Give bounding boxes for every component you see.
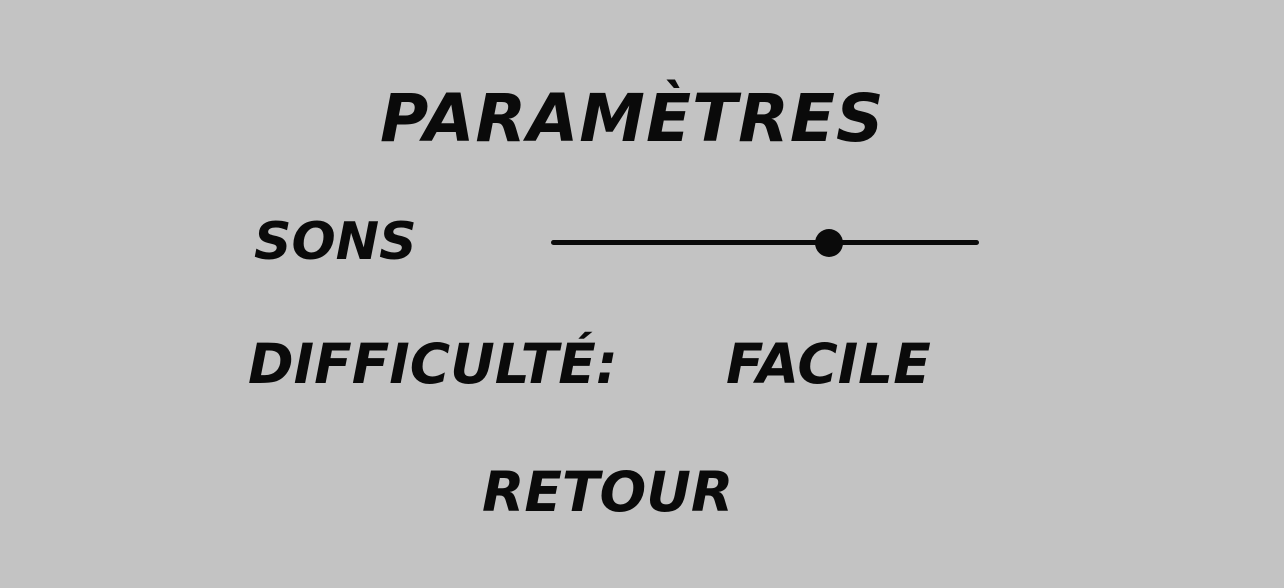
- difficulty-label: DIFFICULTÉ:: [248, 332, 618, 396]
- slider-track[interactable]: [551, 240, 979, 245]
- sound-label: SONS: [254, 212, 417, 272]
- page-title: PARAMÈTRES: [380, 80, 885, 157]
- difficulty-toggle-button[interactable]: FACILE: [726, 332, 931, 396]
- slider-thumb[interactable]: [815, 229, 844, 257]
- back-button[interactable]: RETOUR: [482, 460, 734, 524]
- sound-volume-slider[interactable]: [551, 226, 979, 260]
